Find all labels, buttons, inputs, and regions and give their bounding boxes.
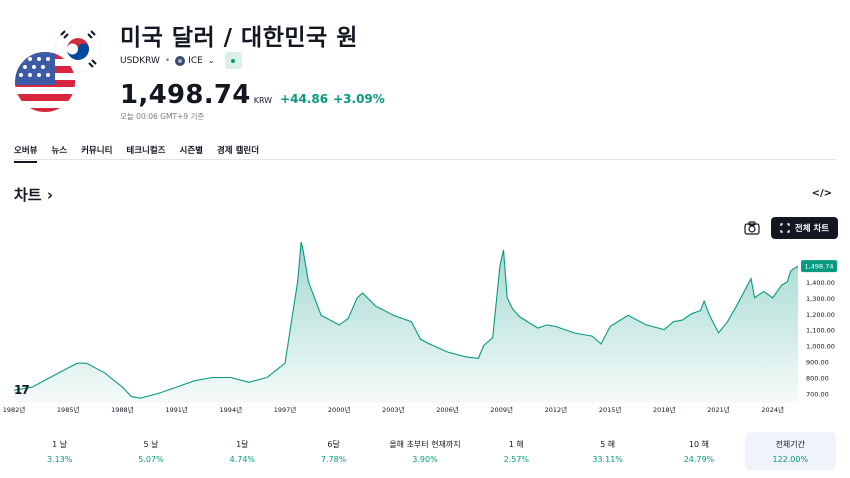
symbol-code: USDKRW	[120, 55, 160, 66]
price-timestamp: 오늘 00:06 GMT+9 기준	[120, 112, 205, 121]
x-tick-label: 1991년	[165, 405, 188, 414]
period-all[interactable]: 전체기간 122.00%	[744, 432, 836, 470]
tab-community[interactable]: 커뮤니티	[81, 146, 113, 156]
period-6m[interactable]: 6달 7.78%	[288, 432, 379, 470]
x-tick-label: 2015년	[599, 405, 622, 414]
last-value-badge	[801, 260, 837, 273]
period-pct: 3.90%	[412, 454, 438, 464]
usd-krw-flag-icon	[15, 27, 102, 112]
x-tick-label: 2003년	[382, 405, 405, 414]
x-tick-label: 1988년	[111, 405, 134, 414]
tab-economic-calendar[interactable]: 경제 캘린더	[216, 146, 260, 156]
x-tick-label: 1994년	[220, 405, 243, 414]
full-chart-label: 전체 차트	[794, 224, 830, 234]
tab-overview[interactable]: 오버뷰	[14, 144, 38, 163]
x-tick-label: 1985년	[57, 405, 80, 414]
period-label: 5 해	[600, 439, 616, 449]
price-row: 1,498.74 KRW +44.86 +3.09%	[120, 80, 385, 110]
price-change-pct: +3.09%	[333, 92, 385, 106]
tab-seasonals[interactable]: 시즌별	[179, 146, 203, 156]
period-pct: 4.74%	[229, 454, 256, 464]
exchange-icon	[175, 55, 186, 66]
y-tick-label: 1,400.00	[806, 279, 835, 287]
y-tick-label: 700.00	[806, 390, 829, 398]
period-1y[interactable]: 1 해 2.57%	[471, 432, 562, 470]
period-label: 10 해	[688, 439, 709, 449]
period-label: 1 해	[508, 439, 524, 449]
tradingview-logo[interactable]: 17	[14, 383, 30, 397]
symbol-meta: USDKRW • ICE ⌄	[120, 52, 242, 69]
x-tick-label: 2006년	[436, 405, 459, 414]
period-5y[interactable]: 5 해 33.11%	[562, 432, 653, 470]
tabs-divider	[14, 159, 836, 160]
price-line	[13, 241, 799, 399]
full-chart-button[interactable]: 전체 차트	[771, 217, 838, 239]
y-tick-label: 1,200.00	[806, 311, 835, 319]
period-label: 전체기간	[775, 439, 806, 449]
x-tick-label: 1997년	[274, 405, 297, 414]
x-tick-label: 2009년	[490, 405, 513, 414]
period-pct: 122.00%	[772, 454, 809, 464]
embed-code-icon[interactable]: </>	[811, 188, 832, 199]
y-tick-label: 1,000.00	[806, 343, 835, 351]
chevron-down-icon[interactable]: ⌄	[207, 56, 215, 65]
page-title: 미국 달러 / 대한민국 원	[120, 25, 358, 51]
price-area-chart[interactable]: 1,400.00 1,300.00 1,200.00 1,100.00 1,000.00…	[0, 240, 850, 420]
fullscreen-icon	[780, 223, 790, 233]
exchange-name[interactable]: ICE	[188, 55, 203, 66]
period-1d[interactable]: 1 날 3.13%	[14, 432, 105, 470]
camera-icon[interactable]	[744, 221, 760, 235]
tab-news[interactable]: 뉴스	[51, 146, 68, 156]
x-tick-label: 2024년	[761, 405, 784, 414]
price-currency: KRW	[253, 96, 273, 105]
last-value-label: 1,498.74	[805, 263, 834, 271]
period-pct: 33.11%	[592, 454, 623, 464]
y-tick-label: 1,100.00	[806, 327, 835, 335]
symbol-tabs: 오버뷰 뉴스 커뮤니티 테크니컬즈 시즌별 경제 캘린더	[14, 144, 273, 163]
performance-periods: 1 날 3.13% 5 날 5.07% 1달 4.74% 6달 7.78% 올해 초부터…	[14, 432, 836, 470]
x-tick-label: 2000년	[328, 405, 351, 414]
last-price: 1,498.74	[120, 80, 251, 110]
price-area-fill	[14, 242, 798, 403]
period-label: 5 날	[143, 439, 159, 449]
period-label: 1달	[236, 439, 249, 449]
period-pct: 7.78%	[320, 454, 347, 464]
x-tick-label: 2012년	[545, 405, 568, 414]
period-pct: 5.07%	[138, 454, 164, 464]
period-ytd[interactable]: 올해 초부터 현재까지 3.90%	[379, 432, 470, 470]
period-pct: 3.13%	[46, 454, 73, 464]
period-pct: 2.57%	[503, 454, 530, 464]
market-status-button[interactable]	[224, 52, 242, 69]
x-tick-label: 2018년	[653, 405, 676, 414]
period-label: 6달	[327, 439, 340, 449]
period-label: 1 날	[52, 439, 68, 449]
price-change: +44.86	[280, 92, 329, 106]
period-5d[interactable]: 5 날 5.07%	[105, 432, 196, 470]
x-tick-label: 1982년	[3, 405, 26, 414]
y-tick-label: 800.00	[806, 375, 829, 383]
live-dot-icon	[231, 58, 236, 63]
y-tick-label: 900.00	[806, 359, 829, 367]
period-10y[interactable]: 10 해 24.79%	[653, 432, 744, 470]
y-tick-label: 1,300.00	[806, 295, 835, 303]
period-label: 올해 초부터 현재까지	[389, 439, 461, 449]
chart-section-title[interactable]: 차트 ›	[14, 186, 54, 204]
period-pct: 24.79%	[683, 454, 715, 464]
period-1m[interactable]: 1달 4.74%	[197, 432, 288, 470]
tab-technicals[interactable]: 테크니컬즈	[126, 146, 166, 156]
x-tick-label: 2021년	[707, 405, 730, 414]
separator-dot: •	[164, 55, 171, 66]
